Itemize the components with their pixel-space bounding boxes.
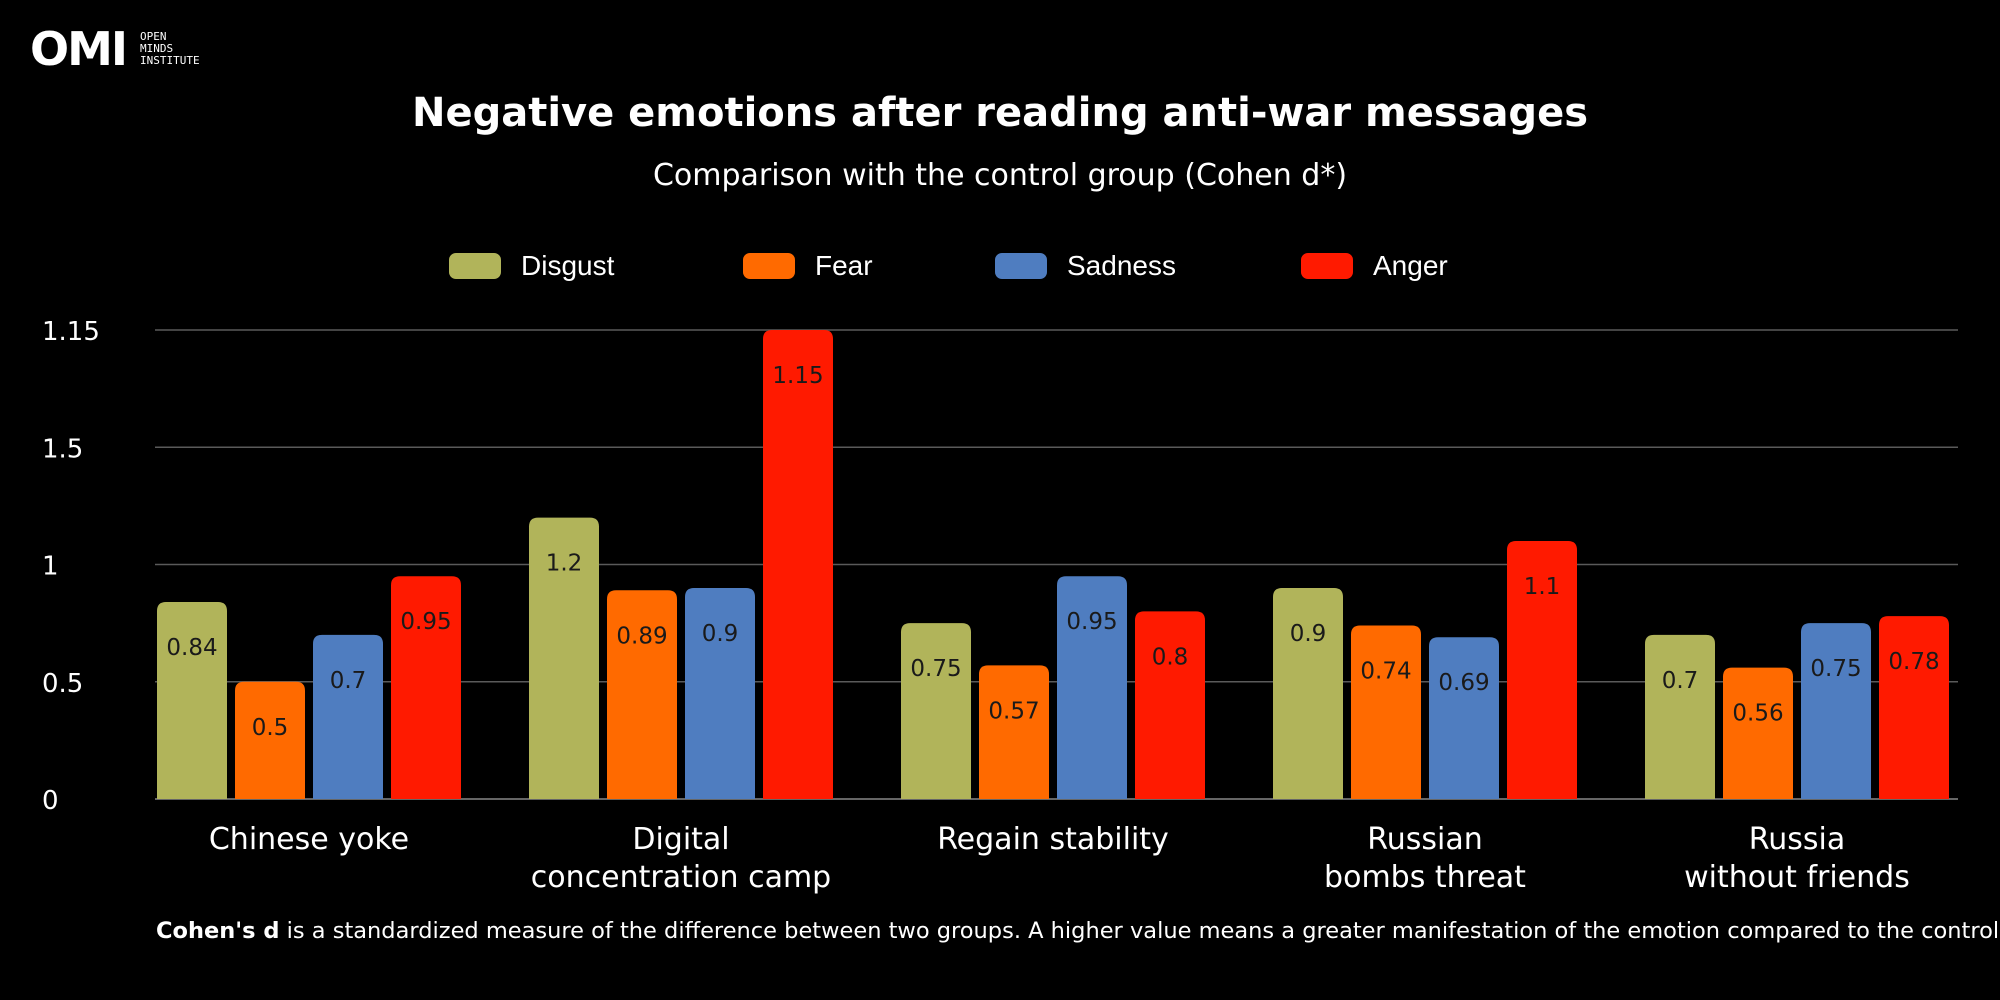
bar-sadness: [1429, 637, 1499, 799]
data-label: 0.7: [330, 668, 367, 694]
bar-disgust: [901, 623, 971, 799]
x-tick-label: Chinese yoke: [209, 822, 409, 857]
y-tick-label: 1: [42, 552, 59, 582]
legend-label-sadness: Sadness: [1067, 250, 1176, 281]
bar-anger: [763, 330, 833, 799]
logo-line: OPEN: [140, 30, 167, 43]
bar-disgust: [157, 602, 227, 799]
data-label: 1.1: [1524, 574, 1561, 600]
legend-item-anger: Anger: [1301, 248, 1448, 284]
legend: Disgust Fear Sadness Anger: [0, 248, 2000, 284]
data-label: 0.5: [252, 715, 289, 741]
legend-label-disgust: Disgust: [521, 250, 615, 281]
chart-title: Negative emotions after reading anti-war…: [411, 90, 1588, 136]
data-label: 0.8: [1152, 644, 1189, 670]
bar-sadness: [313, 634, 383, 799]
data-label: 0.95: [400, 609, 451, 635]
bar-sadness: [1057, 576, 1127, 799]
bar-fear: [607, 590, 677, 799]
x-tick-label: bombs threat: [1324, 860, 1526, 895]
data-label: 0.7: [1662, 668, 1699, 694]
legend-label-fear: Fear: [815, 250, 873, 281]
y-tick-label: 1.15: [42, 317, 100, 347]
x-tick-label: concentration camp: [531, 860, 831, 895]
footnote-term: Cohen's d: [156, 918, 280, 944]
bar-disgust: [1273, 587, 1343, 799]
data-label: 0.56: [1732, 701, 1783, 727]
x-tick-label: without friends: [1684, 860, 1910, 895]
data-label: 0.84: [166, 635, 217, 661]
y-tick-label: 0: [42, 786, 59, 816]
bar-sadness: [685, 587, 755, 799]
bar-anger: [1507, 541, 1577, 799]
bar-sadness: [1801, 623, 1871, 799]
bar-fear: [1351, 625, 1421, 799]
data-label: 0.9: [1290, 621, 1327, 647]
x-tick-label: Regain stability: [937, 822, 1169, 857]
y-tick-label: 0.5: [42, 669, 83, 699]
bar-fear: [979, 665, 1049, 799]
data-label: 0.69: [1438, 670, 1489, 696]
legend-swatch-anger: [1301, 253, 1353, 279]
data-label: 0.89: [616, 623, 667, 649]
data-label: 0.74: [1360, 658, 1411, 684]
data-label: 0.9: [702, 621, 739, 647]
chart-subtitle: Comparison with the control group (Cohen…: [652, 158, 1348, 193]
logo-line: INSTITUTE: [140, 54, 200, 67]
footnote: Cohen's d is a standardized measure of t…: [156, 916, 2000, 946]
data-label: 1.2: [546, 551, 583, 577]
bar-fear: [235, 681, 305, 799]
footnote-text: is a standardized measure of the differe…: [279, 918, 2000, 944]
data-label: 0.57: [988, 698, 1039, 724]
data-label: 0.75: [910, 656, 961, 682]
x-tick-label: Russian: [1367, 822, 1483, 857]
logo: OMI OPEN MINDS INSTITUTE: [30, 26, 200, 72]
bar-anger: [391, 576, 461, 799]
legend-swatch-disgust: [449, 253, 501, 279]
x-tick-label: Digital: [632, 822, 729, 857]
logo-line: MINDS: [140, 42, 174, 55]
logo-mark: OMI: [30, 22, 128, 76]
bar-anger: [1879, 616, 1949, 799]
data-label: 0.78: [1888, 649, 1939, 675]
data-label: 1.15: [772, 363, 823, 389]
legend-item-disgust: Disgust: [449, 248, 614, 284]
legend-label-anger: Anger: [1373, 250, 1448, 281]
bar-disgust: [1645, 634, 1715, 799]
bar-fear: [1723, 667, 1793, 799]
data-label: 0.75: [1810, 656, 1861, 682]
y-tick-label: 1.5: [42, 434, 83, 464]
bar-disgust: [529, 517, 599, 799]
logo-text: OPEN MINDS INSTITUTE: [140, 31, 200, 67]
legend-swatch-sadness: [995, 253, 1047, 279]
legend-item-fear: Fear: [743, 248, 873, 284]
data-label: 0.95: [1066, 609, 1117, 635]
x-tick-label: Russia: [1749, 822, 1846, 857]
legend-swatch-fear: [743, 253, 795, 279]
bar-anger: [1135, 611, 1205, 799]
legend-item-sadness: Sadness: [995, 248, 1176, 284]
